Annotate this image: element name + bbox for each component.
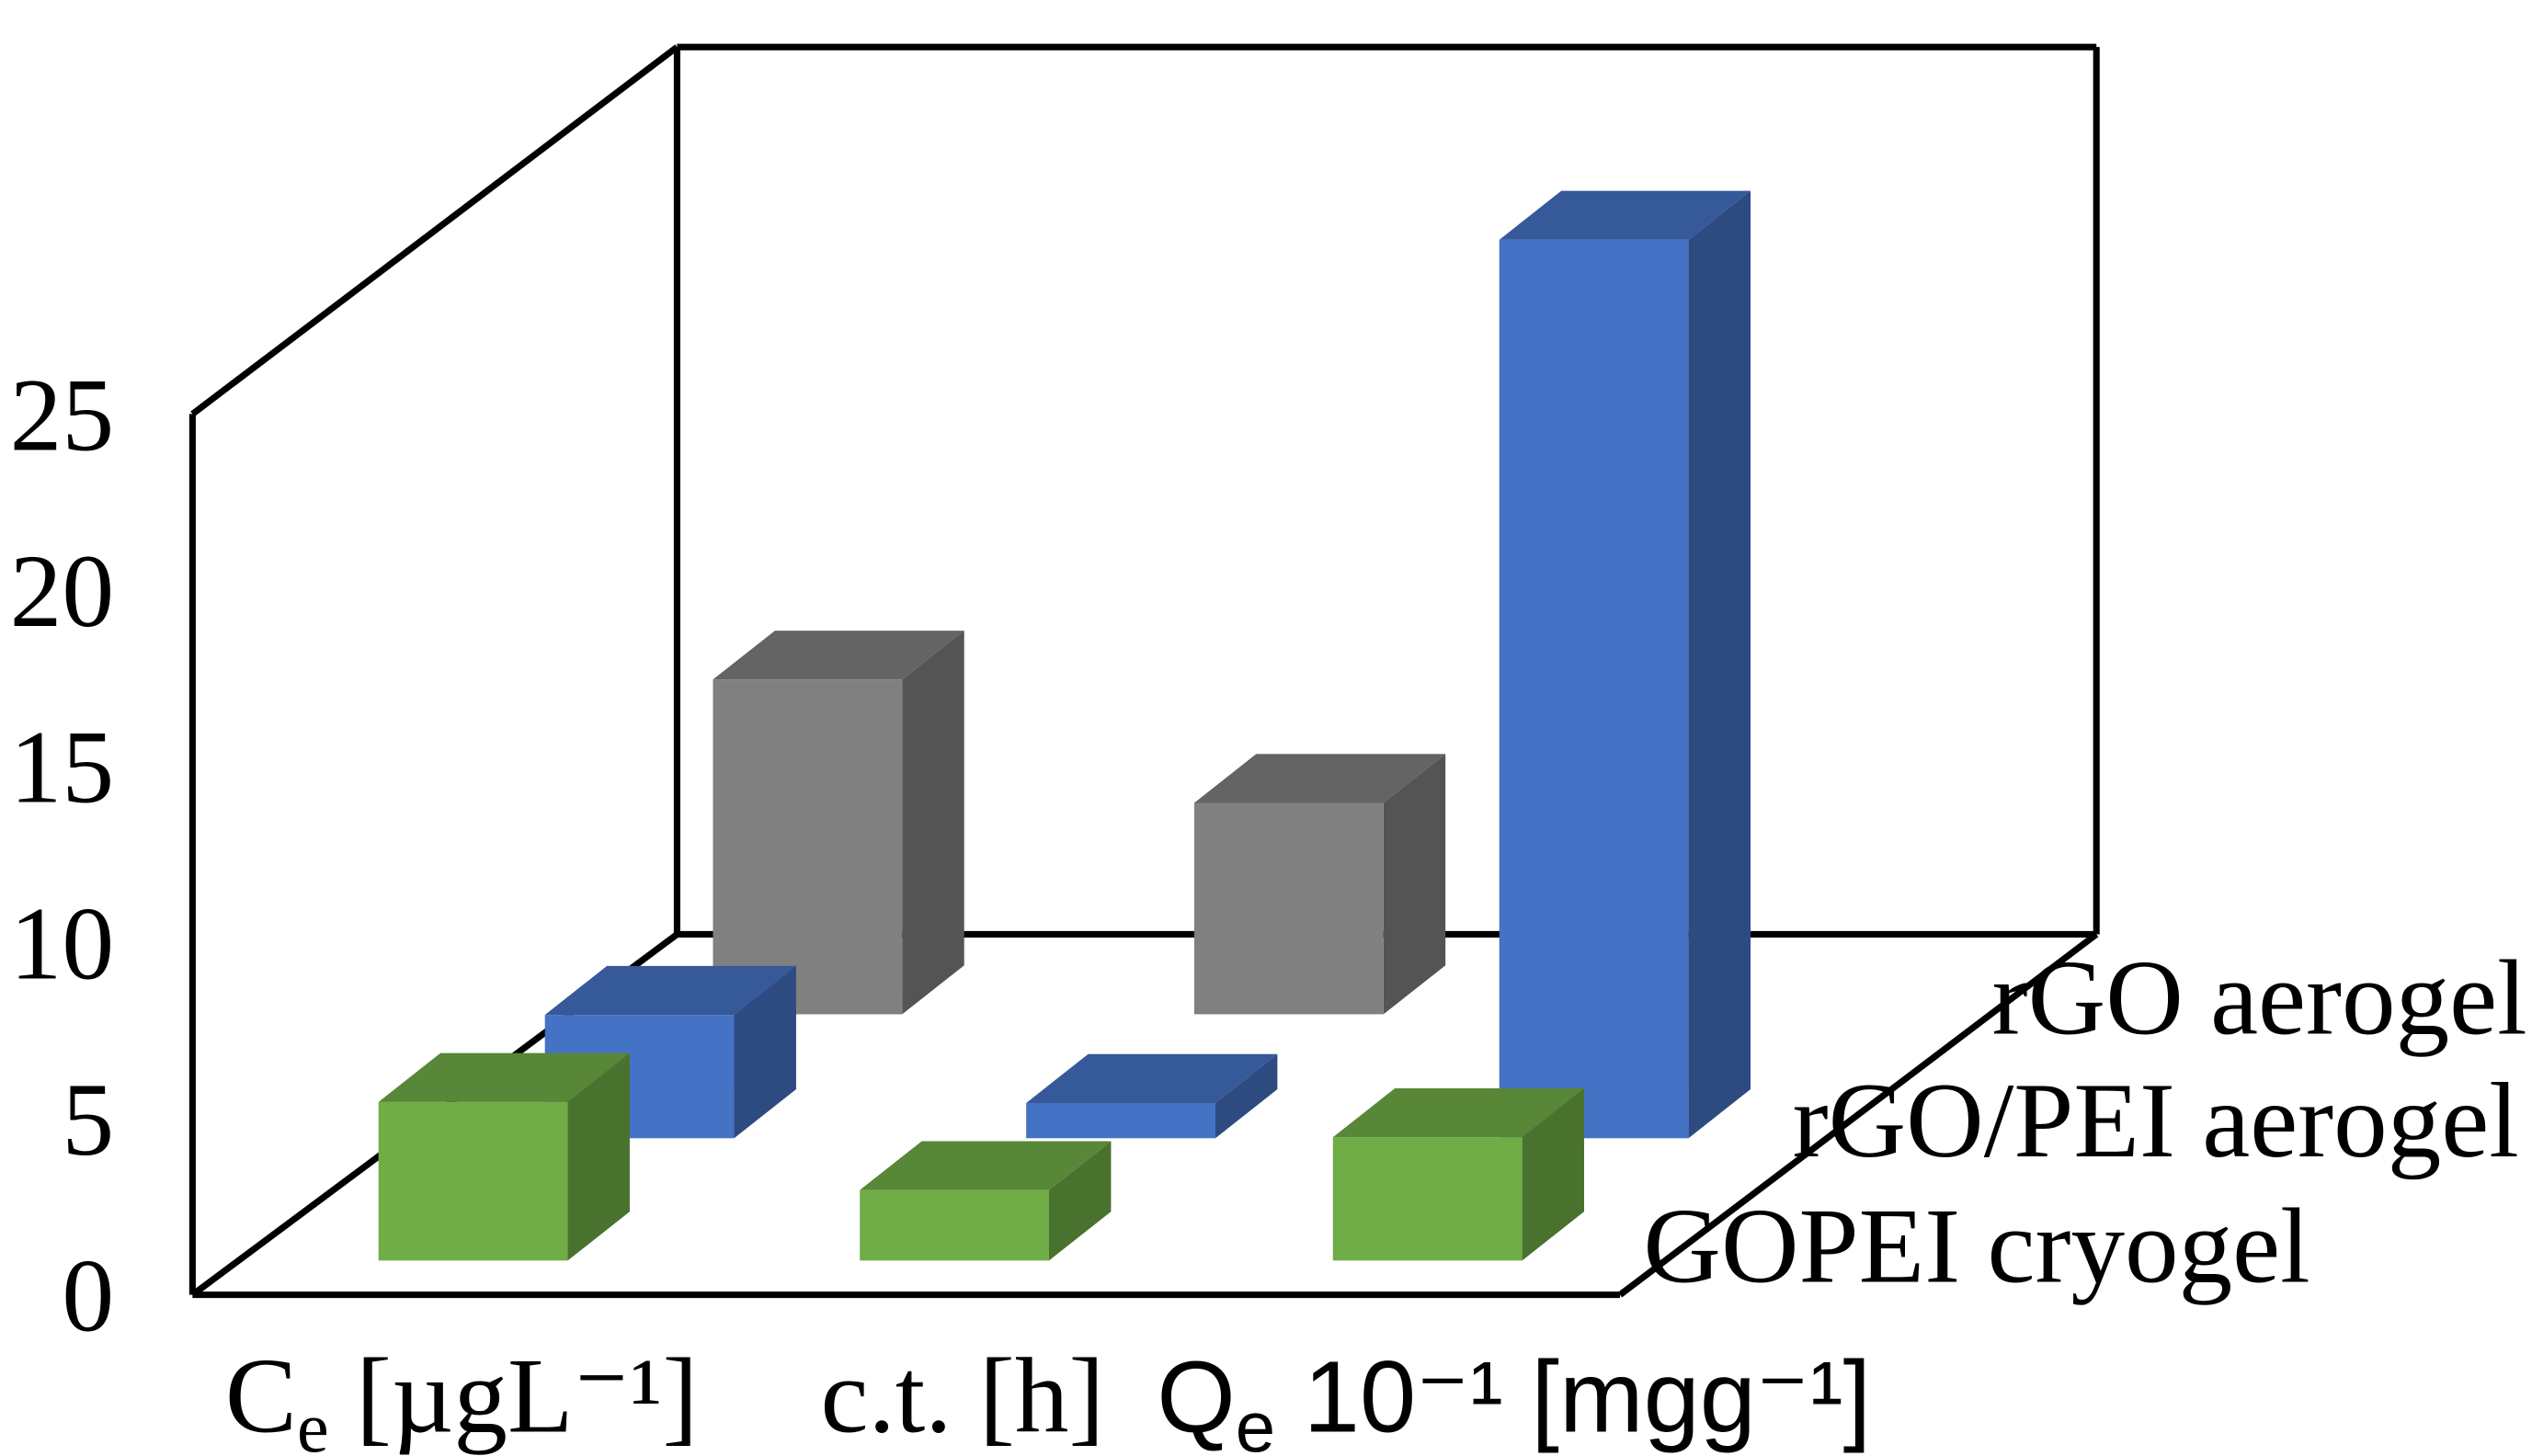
bar-gopei-cryogel-2-top bbox=[860, 1141, 1112, 1190]
bar-rgo-aerogel-2 bbox=[1193, 754, 1446, 1015]
bar-gopei-cryogel-3-side bbox=[1522, 1087, 1585, 1261]
floor-right-edge bbox=[1617, 931, 2099, 1298]
bar-rgo-pei-aerogel-2-front bbox=[1026, 1102, 1215, 1139]
y-tick-label: 25 bbox=[10, 357, 115, 472]
bar-rgo-pei-aerogel-3-side bbox=[1688, 190, 1751, 1139]
bar-gopei-cryogel-3-top bbox=[1332, 1087, 1585, 1138]
bar-rgo-pei-aerogel-2-side bbox=[1215, 1053, 1278, 1139]
category-label-3: Qe 10⁻¹ [mgg⁻¹] bbox=[1157, 1341, 1871, 1456]
bars bbox=[378, 190, 1751, 1261]
bar-rgo-aerogel-1 bbox=[713, 631, 964, 1015]
category-label-1: Ce [µgL⁻¹] bbox=[225, 1337, 699, 1456]
bar-rgo-pei-aerogel-2-top bbox=[1026, 1053, 1278, 1103]
bar-rgo-aerogel-1-top bbox=[713, 631, 964, 680]
bar-gopei-cryogel-3-front bbox=[1332, 1137, 1523, 1261]
bar-gopei-cryogel-2-front bbox=[860, 1189, 1049, 1261]
bar-gopei-cryogel-1-front bbox=[378, 1101, 568, 1261]
bar-rgo-pei-aerogel-3-front bbox=[1499, 239, 1689, 1139]
bar-gopei-cryogel-1 bbox=[378, 1052, 630, 1261]
series-label-gopei-cryogel: GOPEI cryogel bbox=[1643, 1187, 2310, 1305]
category-label-2: c.t. [h] bbox=[820, 1337, 1104, 1456]
bar-rgo-pei-aerogel-2 bbox=[1026, 1053, 1278, 1139]
bar-gopei-cryogel-2 bbox=[860, 1141, 1112, 1261]
bar-rgo-aerogel-2-side bbox=[1383, 754, 1446, 1015]
y-tick-label: 15 bbox=[10, 710, 115, 825]
series-label-rgo-pei-aerogel: rGO/PEI aerogel bbox=[1793, 1062, 2519, 1180]
bar-rgo-aerogel-1-front bbox=[713, 679, 903, 1015]
bar-rgo-pei-aerogel-3-top bbox=[1499, 190, 1751, 240]
bar-rgo-aerogel-2-top bbox=[1193, 754, 1446, 803]
bar-gopei-cryogel-3 bbox=[1332, 1087, 1585, 1261]
y-tick-label: 20 bbox=[10, 533, 115, 649]
bar-gopei-cryogel-1-top bbox=[378, 1052, 630, 1102]
bar-gopei-cryogel-1-side bbox=[567, 1052, 630, 1261]
bar-rgo-pei-aerogel-3 bbox=[1499, 190, 1751, 1139]
bar-rgo-aerogel-2-front bbox=[1193, 802, 1384, 1015]
y-tick-label: 10 bbox=[10, 885, 115, 1001]
bar-rgo-aerogel-1-side bbox=[902, 631, 964, 1015]
bar-rgo-pei-aerogel-1-top bbox=[544, 965, 796, 1016]
left-wall-top-edge bbox=[190, 44, 679, 417]
y-axis-ticks: 0 5 10 15 20 25 bbox=[10, 357, 115, 1353]
y-tick-label: 0 bbox=[62, 1238, 114, 1354]
series-label-rgo-aerogel: rGO aerogel bbox=[1992, 939, 2527, 1058]
category-labels: Ce [µgL⁻¹] c.t. [h] Qe 10⁻¹ [mgg⁻¹] bbox=[225, 1337, 1871, 1456]
bar-gopei-cryogel-2-side bbox=[1048, 1141, 1112, 1261]
y-tick-label: 5 bbox=[62, 1062, 114, 1177]
bar-rgo-pei-aerogel-1-side bbox=[734, 965, 796, 1139]
